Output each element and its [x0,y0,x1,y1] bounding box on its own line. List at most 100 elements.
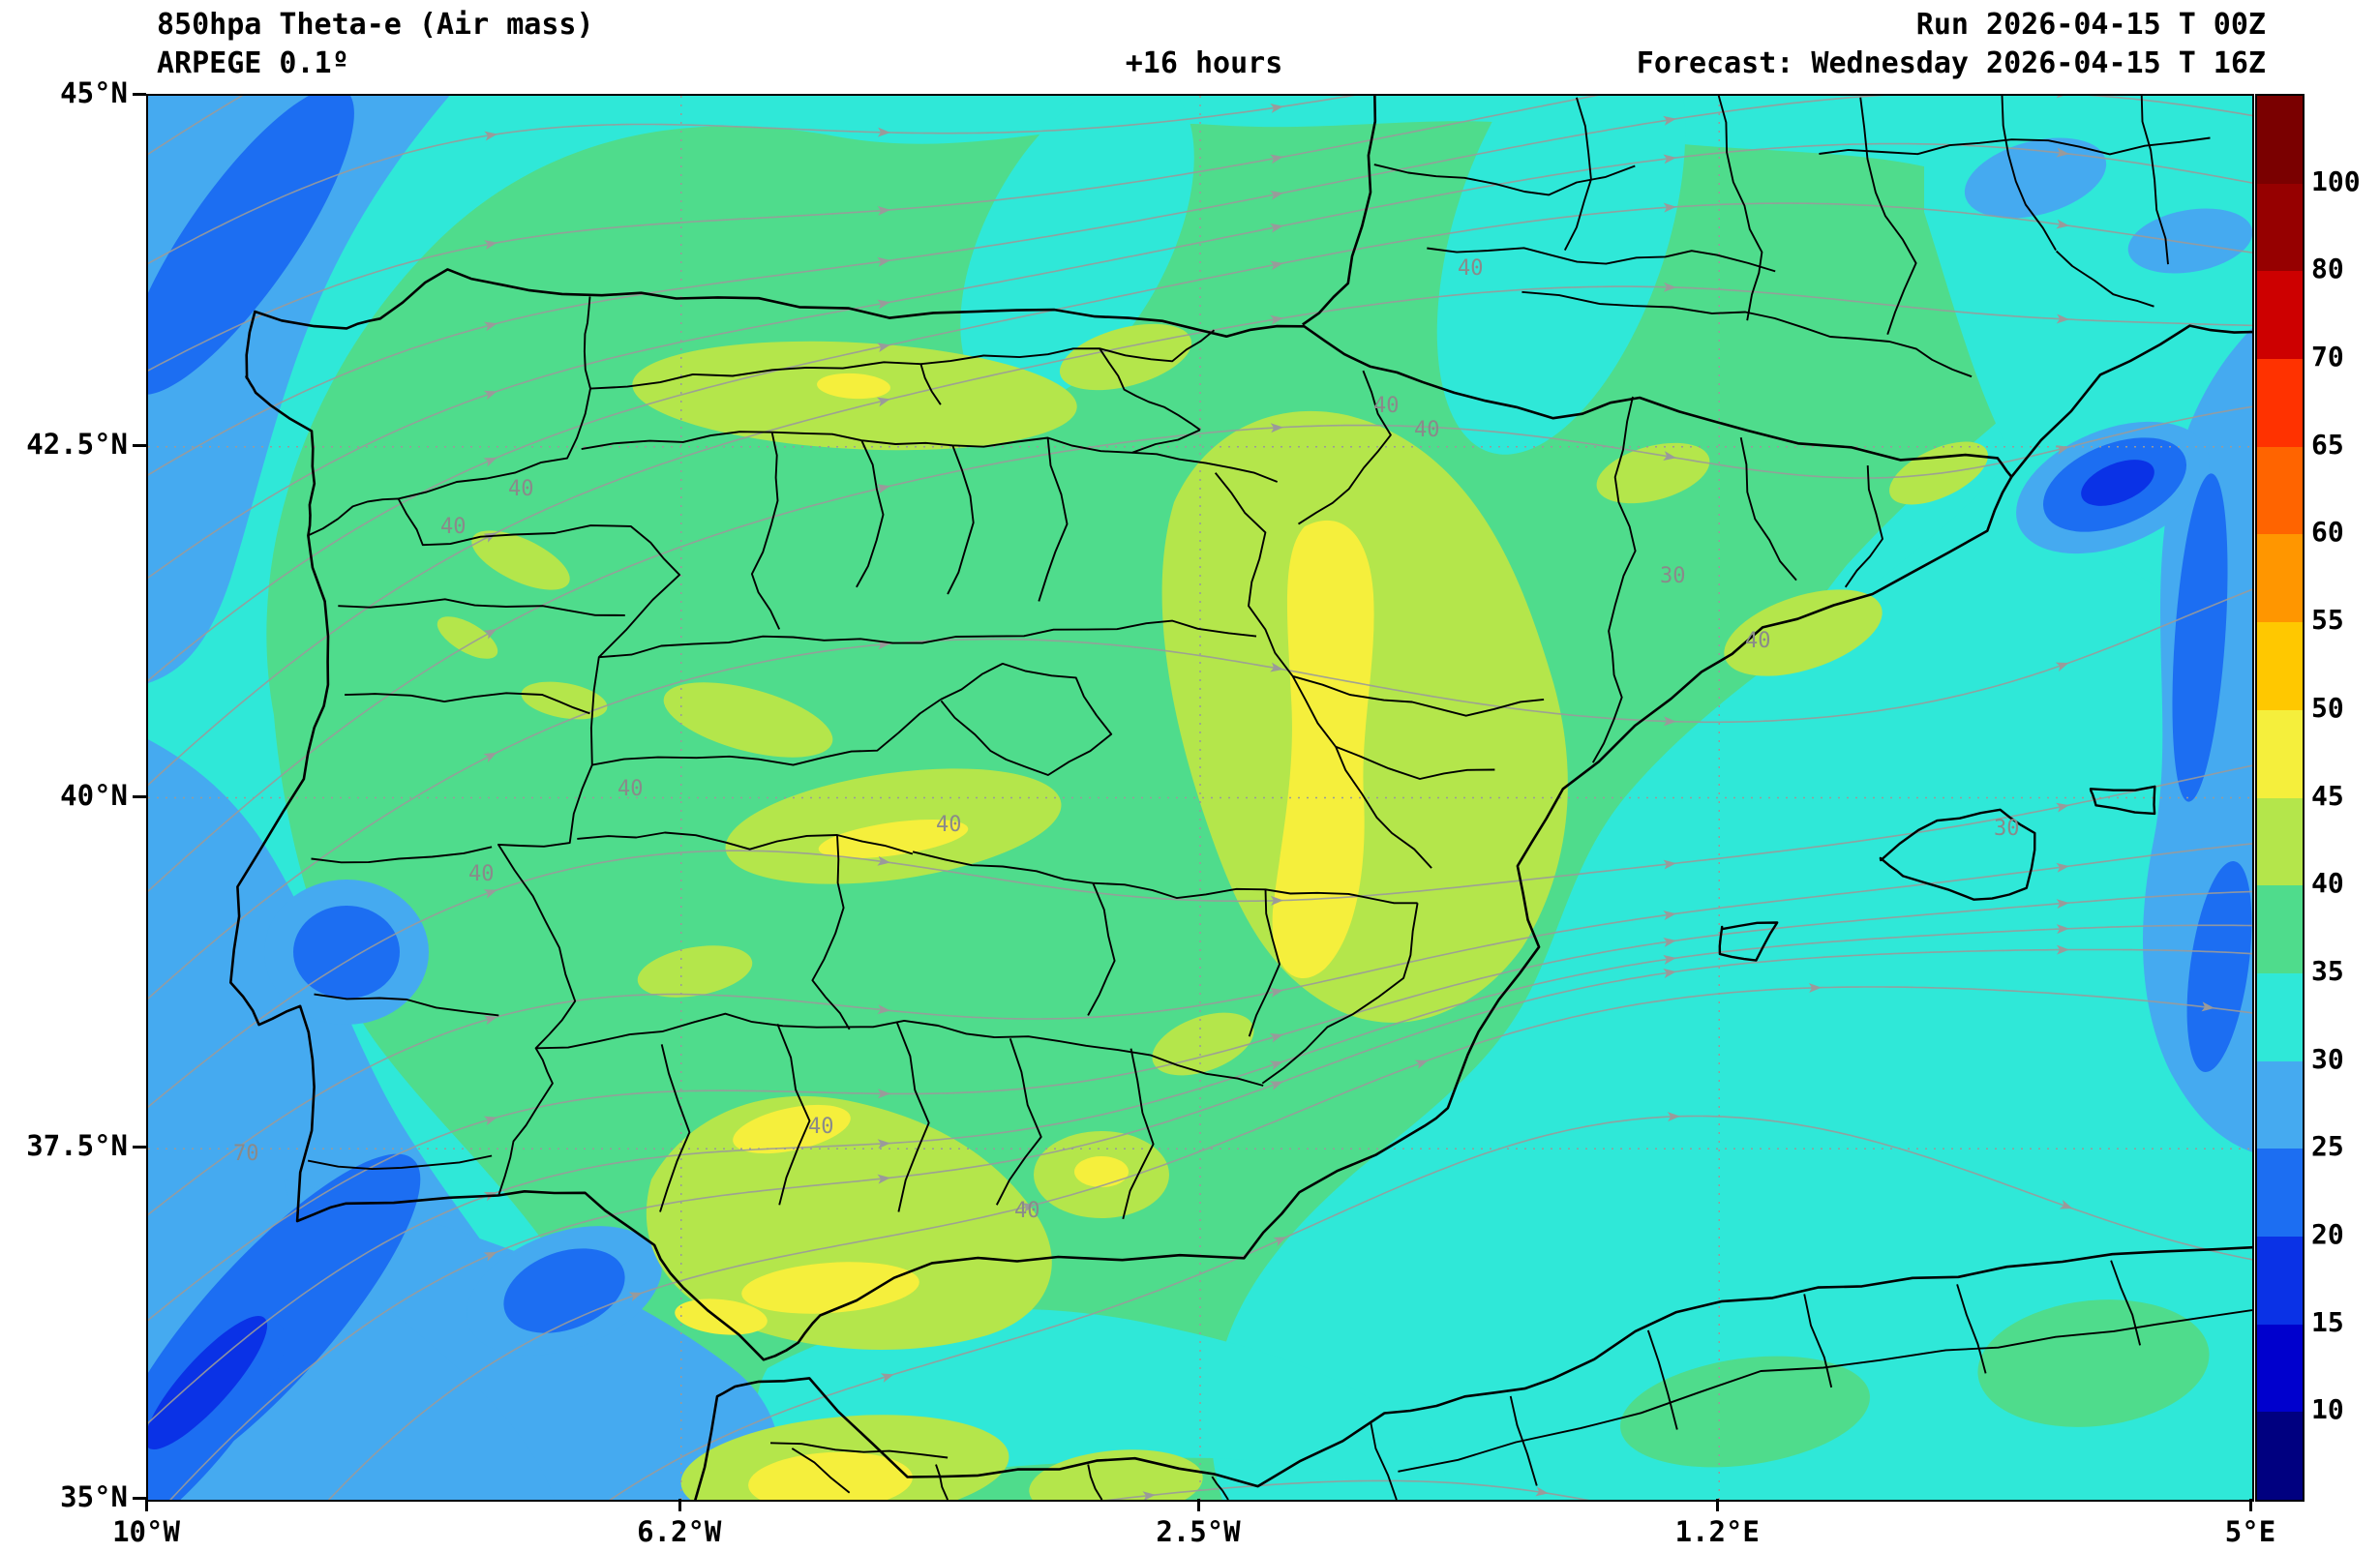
admin-border [791,1448,851,1494]
theta-e-fill-region [2186,860,2252,1073]
admin-border [659,1044,691,1212]
streamline-arrow [877,256,890,267]
admin-border [1844,465,1883,588]
streamline-arrow [484,240,497,250]
admin-border [1398,1309,2252,1473]
streamline-arrow [1663,716,1676,727]
streamline-arrow [483,1015,497,1026]
theta-e-fill-region [503,1248,625,1333]
colorbar [2255,94,2305,1502]
theta-e-fill-region [471,530,570,590]
streamline-arrow [483,1251,497,1262]
theta-e-fill-region [960,96,1194,405]
colorbar-tick-label: 10 [2311,1393,2344,1426]
y-axis-tick [133,794,146,798]
theta-e-fill-region [521,681,608,720]
streamline-arrow [2056,802,2069,813]
theta-e-fill-region [733,1104,851,1154]
streamline-arrow [877,1089,890,1099]
colorbar-segment [2257,1412,2303,1500]
iberia-coastline [229,268,2013,1361]
streamline-arrow [1270,103,1283,113]
colorbar-tick-label: 55 [2311,604,2344,637]
streamline-arrow [483,321,497,332]
streamline [148,96,244,156]
admin-border [1122,1048,1155,1220]
streamline-arrow [1269,1032,1283,1043]
colorbar-tick-label: 100 [2311,164,2361,197]
admin-border [577,831,914,855]
colorbar-tick-label: 70 [2311,341,2344,373]
wind-streamlines [148,96,2252,1500]
streamline-arrow [483,629,497,640]
streamline [148,96,1599,372]
streamline [609,1115,2252,1500]
theta-e-fill-region [741,1262,919,1314]
streamline-arrow [2056,899,2069,910]
admin-border [750,432,781,630]
streamline-arrow [877,343,890,352]
admin-border [314,993,499,1017]
streamline-arrow [2056,862,2069,873]
streamline-arrow [877,1004,890,1015]
theta-e-fill-region [663,682,833,758]
colorbar-tick-label: 45 [2311,779,2344,812]
admin-border [1803,1294,1833,1388]
x-tick-label: 2.5°W [1156,1515,1241,1548]
theta-e-fill-region [148,96,354,395]
streamline-arrow [1663,202,1676,213]
theta-e-fill-region [1964,137,2107,219]
admin-border [1521,290,1973,378]
admin-border [2001,96,2057,252]
streamline-arrow [877,397,890,407]
streamline-arrow [483,1116,497,1126]
theta-e-fill-region [817,373,890,400]
streamline-arrow [1270,895,1283,906]
streamline-arrow [877,299,890,310]
admin-border [2140,96,2169,265]
streamline [148,285,2252,787]
admin-border [1956,1284,1987,1374]
x-tick-label: 10°W [112,1515,180,1548]
streamline-arrow [1414,1060,1429,1070]
streamline [148,96,1355,265]
theta-e-contour-label: 40 [1458,256,1484,281]
colorbar-segment [2257,1149,2303,1237]
streamline-arrow [1021,1203,1036,1212]
streamline-arrow [1270,223,1283,233]
x-axis-tick [1716,1499,1720,1511]
y-axis-tick [133,1146,146,1149]
island-outline [1718,921,1779,962]
streamline [148,924,2252,1424]
map-plot: 40 40 40 40 40 40 40 40 40 40 40 30 30 70 [146,94,2254,1502]
streamline-arrow [877,484,890,494]
x-tick-label: 5°E [2224,1515,2276,1548]
admin-border [2055,250,2154,308]
streamline-arrow [1663,937,1676,947]
colorbar-tick-label: 25 [2311,1130,2344,1163]
admin-border [311,846,493,864]
theta-e-contour-label: 40 [440,515,467,539]
admin-border [1819,136,2211,156]
colorbar-segment [2257,1324,2303,1413]
admin-border [1859,97,1917,336]
streamline-arrow [2056,219,2069,229]
y-axis-tick [133,443,146,447]
admin-border [1427,247,1776,273]
y-axis-tick [133,93,146,96]
streamline-arrow [877,205,890,216]
streamline-arrow [2059,1200,2073,1209]
admin-boundaries [229,96,2252,1500]
theta-e-fill-region [1977,1299,2210,1427]
streamline-arrow [877,855,890,866]
colorbar-tick-label: 50 [2311,691,2344,724]
colorbar-tick-label: 40 [2311,867,2344,900]
streamline [169,948,2252,1500]
admin-border [581,429,1201,454]
colorbar-segment [2257,709,2303,798]
streamline-arrow [1273,1237,1287,1247]
theta-e-fill-region [1724,589,1883,676]
admin-border [811,834,851,1030]
theta-e-contour-label: 40 [1745,629,1771,653]
admin-border [1335,745,1495,780]
